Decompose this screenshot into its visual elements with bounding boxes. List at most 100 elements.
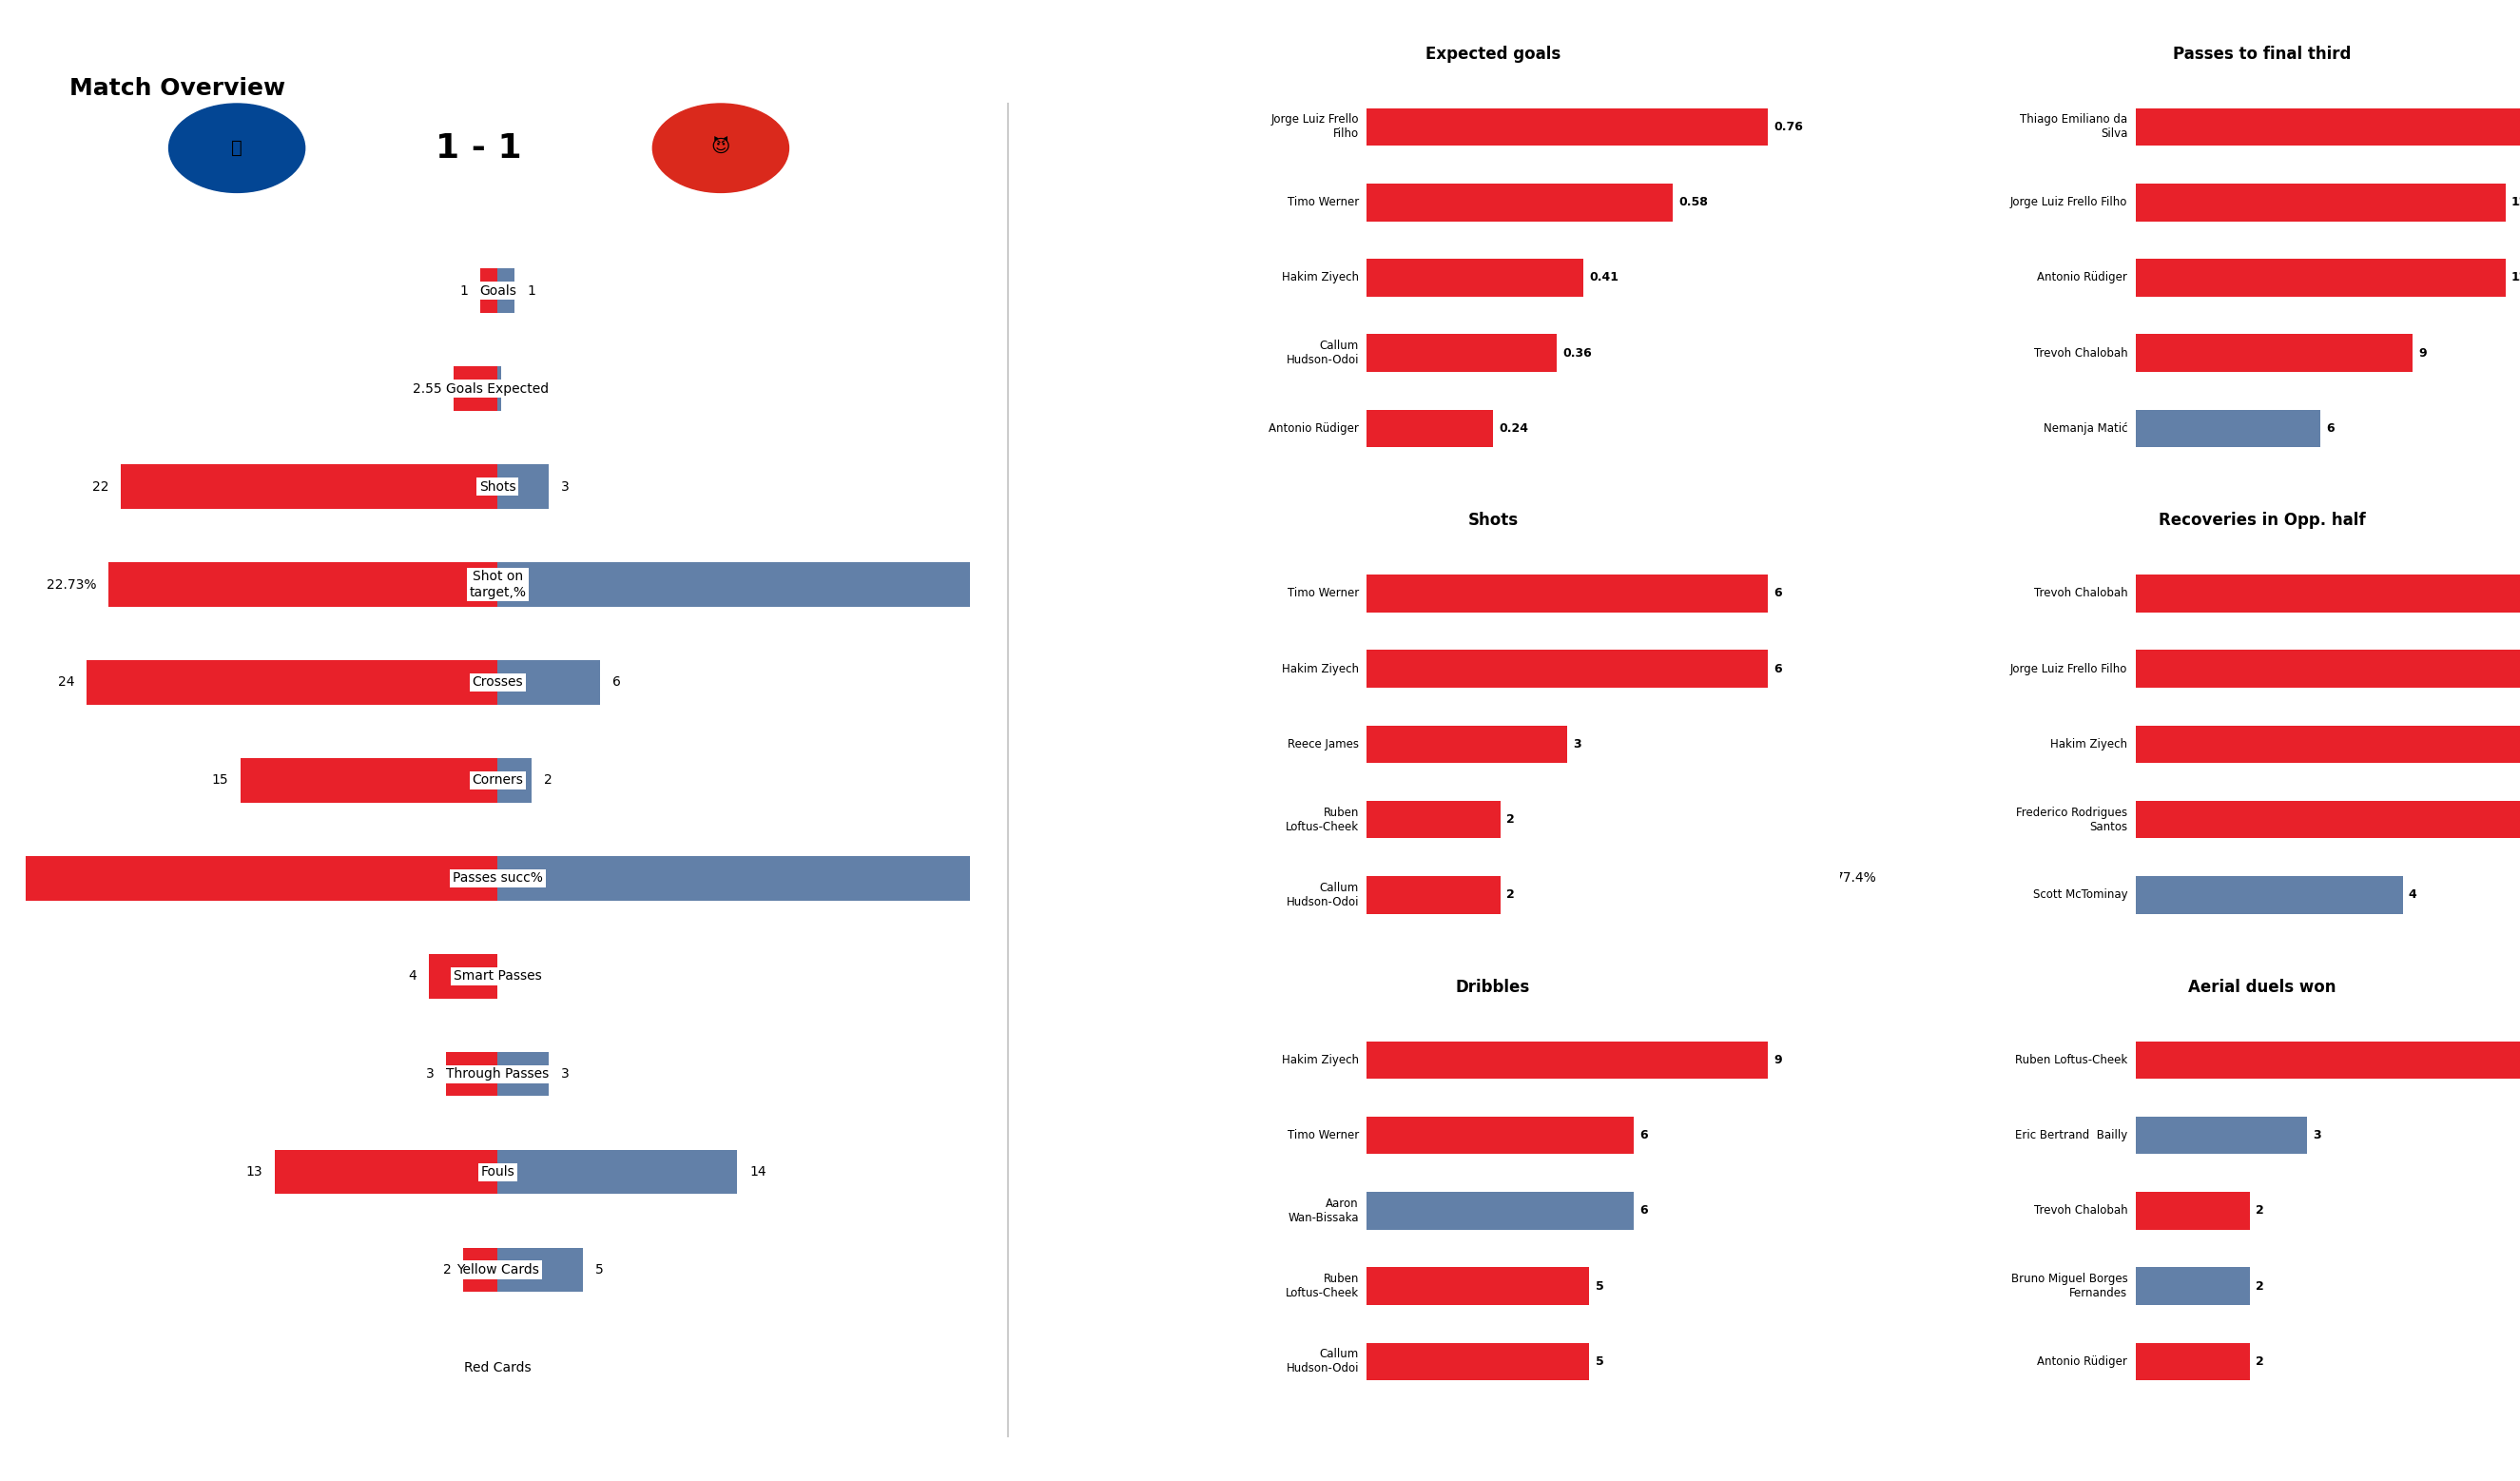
Text: 3: 3 (2313, 1129, 2321, 1142)
Text: 2: 2 (444, 1263, 451, 1277)
Text: 1: 1 (527, 284, 537, 298)
Text: Ruben
Loftus-Cheek: Ruben Loftus-Cheek (1285, 1272, 1358, 1299)
Bar (496, 563, 1638, 607)
Text: Aaron
Wan-Bissaka: Aaron Wan-Bissaka (1288, 1198, 1358, 1223)
Bar (1366, 184, 1673, 221)
Bar (242, 758, 496, 803)
Bar (2134, 877, 2402, 914)
Bar (1366, 410, 1494, 447)
Bar (496, 758, 532, 803)
Bar (1366, 801, 1499, 838)
Text: Match Overview: Match Overview (71, 77, 285, 101)
Title: Dribbles: Dribbles (1457, 979, 1530, 995)
Bar (121, 465, 496, 508)
Text: Antonio Rüdiger: Antonio Rüdiger (1268, 422, 1358, 434)
Bar (275, 1151, 496, 1194)
Text: Trevoh Chalobah: Trevoh Chalobah (2034, 347, 2127, 360)
Text: 4: 4 (408, 970, 416, 983)
Text: Jorge Luiz Frello Filho: Jorge Luiz Frello Filho (2011, 662, 2127, 675)
Bar (496, 465, 549, 508)
Bar (1366, 108, 1767, 145)
Text: Nemanja Matić: Nemanja Matić (2044, 422, 2127, 434)
Text: 1 - 1: 1 - 1 (436, 132, 522, 164)
Text: Shot on
target,%: Shot on target,% (469, 570, 527, 598)
Text: Shots: Shots (479, 480, 517, 493)
Text: Trevoh Chalobah: Trevoh Chalobah (2034, 588, 2127, 600)
Bar (2134, 726, 2520, 763)
Text: 66.67%: 66.67% (1651, 578, 1701, 591)
Text: 6: 6 (2326, 422, 2334, 434)
Bar (1366, 1041, 1767, 1078)
Text: Hakim Ziyech: Hakim Ziyech (1283, 1054, 1358, 1066)
Text: 24: 24 (58, 675, 76, 689)
Text: 6: 6 (1774, 662, 1782, 675)
Text: 2: 2 (1507, 813, 1515, 826)
Text: 6: 6 (1641, 1129, 1648, 1142)
Text: 0.20: 0.20 (514, 382, 542, 395)
Text: 1: 1 (459, 284, 469, 298)
Text: Goals: Goals (479, 284, 517, 298)
Bar (2134, 335, 2412, 372)
Title: Shots: Shots (1467, 512, 1520, 529)
Bar (496, 367, 501, 410)
Bar (2134, 1268, 2250, 1305)
Text: 3: 3 (562, 480, 570, 493)
Text: 0.58: 0.58 (1678, 195, 1709, 209)
Text: Callum
Hudson-Odoi: Callum Hudson-Odoi (1285, 339, 1358, 366)
Text: Hakim Ziyech: Hakim Ziyech (2051, 738, 2127, 751)
Text: 2: 2 (2255, 1204, 2265, 1217)
Text: 13: 13 (247, 1166, 262, 1179)
Text: Bruno Miguel Borges
Fernandes: Bruno Miguel Borges Fernandes (2011, 1272, 2127, 1299)
Text: Red Cards: Red Cards (464, 1361, 532, 1374)
Bar (1366, 1117, 1633, 1154)
Text: 12: 12 (2512, 271, 2520, 284)
Text: 14: 14 (751, 1166, 766, 1179)
Bar (1366, 259, 1583, 296)
Bar (108, 563, 496, 607)
Text: Hakim Ziyech: Hakim Ziyech (1283, 662, 1358, 675)
Text: 9: 9 (2419, 347, 2427, 360)
Bar (2134, 1343, 2250, 1380)
Bar (1366, 650, 1767, 687)
Text: Ruben Loftus-Cheek: Ruben Loftus-Cheek (2016, 1054, 2127, 1066)
Bar (2134, 184, 2505, 221)
Text: 0: 0 (476, 1361, 486, 1374)
Bar (2134, 801, 2520, 838)
Bar (2134, 1117, 2308, 1154)
Text: Timo Werner: Timo Werner (1288, 588, 1358, 600)
Text: Smart Passes: Smart Passes (454, 970, 542, 983)
Text: 🦁: 🦁 (232, 139, 242, 157)
Bar (464, 1248, 496, 1291)
Bar (1366, 1343, 1590, 1380)
Bar (496, 856, 1822, 900)
Text: 9: 9 (1774, 1054, 1782, 1066)
Text: Callum
Hudson-Odoi: Callum Hudson-Odoi (1285, 881, 1358, 908)
Text: Thiago Emiliano da
Silva: Thiago Emiliano da Silva (2021, 114, 2127, 141)
Text: Corners: Corners (471, 773, 524, 786)
Bar (0, 856, 496, 900)
Text: Trevoh Chalobah: Trevoh Chalobah (2034, 1204, 2127, 1217)
Text: Through Passes: Through Passes (446, 1068, 549, 1081)
Text: Callum
Hudson-Odoi: Callum Hudson-Odoi (1285, 1348, 1358, 1374)
Text: Hakim Ziyech: Hakim Ziyech (1283, 271, 1358, 284)
Bar (496, 661, 600, 705)
Text: Jorge Luiz Frello Filho: Jorge Luiz Frello Filho (2011, 195, 2127, 209)
Bar (496, 268, 514, 312)
Bar (496, 1052, 549, 1096)
Title: Expected goals: Expected goals (1426, 46, 1560, 62)
Bar (1366, 575, 1767, 612)
Bar (496, 1248, 582, 1291)
Text: Goals Expected: Goals Expected (446, 382, 549, 395)
Text: 0.41: 0.41 (1590, 271, 1618, 284)
Text: Ruben
Loftus-Cheek: Ruben Loftus-Cheek (1285, 806, 1358, 832)
Text: 0.76: 0.76 (1774, 121, 1802, 133)
Bar (1366, 335, 1557, 372)
Bar (1366, 877, 1499, 914)
Circle shape (169, 104, 305, 193)
Title: Passes to final third: Passes to final third (2172, 46, 2351, 62)
Bar (1366, 1268, 1590, 1305)
Text: 22.73%: 22.73% (45, 578, 96, 591)
Text: Eric Bertrand  Bailly: Eric Bertrand Bailly (2016, 1129, 2127, 1142)
Text: 22: 22 (93, 480, 108, 493)
Text: 0.24: 0.24 (1499, 422, 1530, 434)
